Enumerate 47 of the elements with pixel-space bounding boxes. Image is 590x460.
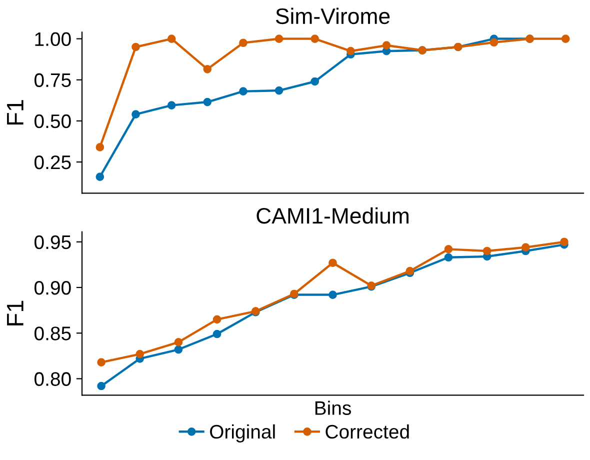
point [346,46,355,56]
point [167,34,176,43]
legend-label: Corrected [326,424,409,439]
point [203,98,212,106]
chart-title: CAMI1-Medium [256,207,408,224]
legend-label: Original [210,424,275,442]
point [482,246,492,256]
point [174,338,183,346]
y-tick-label: 0.75 [34,73,71,88]
point [212,330,222,338]
point [561,34,570,43]
point [274,86,284,95]
point [382,41,391,50]
chart-title: Sim-Virome [276,8,390,24]
point [97,382,106,390]
point [328,258,337,268]
point [490,38,498,47]
point [274,34,284,43]
point [132,110,140,119]
point [167,101,176,110]
point [560,238,568,246]
point [96,143,104,152]
y-tick-label: 1.00 [35,32,71,46]
point [174,345,183,354]
point [96,172,104,181]
point [328,290,337,299]
point [239,38,248,48]
point [212,315,222,324]
point [444,253,453,262]
y-tick-label: 0.90 [34,280,71,295]
point [132,42,140,52]
point [97,358,106,366]
y-tick-label: 0.50 [34,114,71,128]
point [136,350,144,358]
y-axis-title: F1 [7,300,24,326]
point [310,77,320,86]
point [239,87,248,96]
y-tick-label: 0.25 [34,155,71,170]
y-tick-label: 0.85 [34,326,71,340]
point [310,34,320,43]
y-tick-label: 0.95 [34,235,71,250]
y-axis-title: F1 [7,100,24,125]
point [203,64,212,74]
x-axis-title: Bins [315,400,351,415]
y-tick-label: 0.80 [34,372,71,386]
point [444,245,453,254]
point [521,243,530,252]
